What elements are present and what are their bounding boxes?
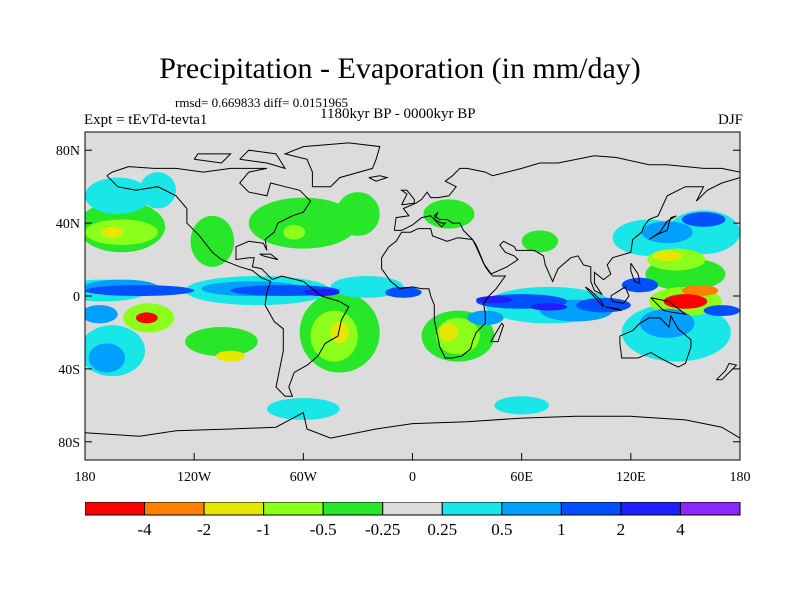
coastline-layer	[85, 142, 740, 439]
field-region	[530, 303, 568, 311]
coastline	[239, 149, 287, 170]
y-tick-label: 40N	[56, 217, 80, 232]
coastline	[648, 215, 677, 240]
field-region	[330, 275, 404, 298]
y-tick-label: 80N	[56, 144, 80, 159]
colorbar-swatch	[322, 502, 384, 516]
coastline	[283, 142, 381, 188]
colorbar-label: 2	[617, 520, 626, 539]
field-region	[652, 250, 682, 262]
colorbar-label: 1	[557, 520, 566, 539]
colorbar-label: -0.5	[310, 520, 337, 539]
coastline	[106, 166, 350, 397]
colorbar-swatch	[85, 502, 146, 516]
field-region	[283, 224, 306, 240]
x-tick-label: 60W	[290, 470, 318, 485]
x-tick-label: 0	[409, 470, 416, 485]
field-region	[336, 192, 380, 236]
x-tick-label: 120W	[177, 470, 212, 485]
colorbar-label: -1	[257, 520, 271, 539]
colorbar-swatch	[620, 502, 681, 516]
field-region	[423, 199, 475, 229]
x-tick-label: 120E	[616, 470, 646, 485]
colorbar-label: -0.25	[365, 520, 400, 539]
field-region	[88, 343, 126, 373]
field-region	[266, 398, 340, 420]
coastline	[193, 153, 232, 164]
colorbar-label: 0.5	[491, 520, 512, 539]
field-region	[135, 312, 158, 324]
field-region	[303, 288, 340, 296]
field-region	[85, 285, 195, 296]
coastline	[381, 228, 507, 359]
x-axis: 180 120W 60W 0 60E 120E 180	[75, 453, 751, 485]
colorbar-swatch	[441, 502, 503, 516]
colorbar-swatch	[679, 502, 741, 516]
field-region	[476, 296, 513, 304]
field-region	[439, 323, 458, 342]
field-region	[139, 172, 176, 209]
coastline	[490, 322, 505, 343]
field-region	[248, 197, 358, 249]
x-tick-label: 60E	[510, 470, 533, 485]
coastline	[610, 286, 630, 304]
y-tick-label: 40S	[58, 363, 80, 378]
colorbar-swatch	[560, 502, 622, 516]
field-region	[330, 321, 349, 344]
colorbar-label: -2	[197, 520, 211, 539]
colorbar-swatch	[144, 502, 205, 516]
colorbar-swatch	[382, 502, 443, 516]
field-region	[101, 226, 124, 238]
stats-text: rmsd= 0.669833 diff= 0.0151965	[175, 95, 348, 110]
field-region	[185, 326, 258, 357]
field-region	[576, 297, 631, 313]
field-region	[703, 305, 740, 317]
coastline	[85, 411, 740, 439]
coastline	[393, 155, 740, 296]
x-tick-label: 180	[75, 470, 96, 485]
field-region	[681, 212, 726, 227]
field-region	[85, 305, 118, 324]
field-region	[494, 396, 549, 415]
colorbar-label: 0.25	[427, 520, 457, 539]
coastline	[368, 175, 389, 182]
colorbar-swatch	[263, 502, 324, 516]
coastline	[715, 362, 738, 381]
y-tick-label: 80S	[58, 436, 80, 451]
field-region	[663, 294, 708, 309]
chart-title: Precipitation - Evaporation (in mm/day)	[159, 52, 641, 85]
field-region	[85, 177, 151, 214]
coastline	[630, 262, 641, 284]
coastline	[399, 189, 415, 206]
colorbar: -4 -2 -1 -0.5 -0.25 0.25 0.5 1 2 4	[85, 502, 741, 539]
field-region	[641, 221, 693, 244]
field-region	[621, 277, 659, 293]
field-region	[639, 308, 695, 338]
field-region	[521, 230, 559, 253]
field-region	[216, 350, 246, 362]
experiment-label: Expt = tEvTd-tevta1	[84, 112, 208, 128]
period-label: 1180kyr BP - 0000kyr BP	[320, 106, 476, 122]
x-tick-label: 180	[730, 470, 751, 485]
colorbar-label: 4	[676, 520, 685, 539]
field-region	[681, 285, 719, 296]
map-plot: 80N 40N 0 40S 80S 180 120W 60W 0 60E 120E 180	[56, 131, 751, 485]
colorbar-swatch	[501, 502, 562, 516]
colorbar-label: -4	[137, 520, 152, 539]
coastline	[619, 314, 692, 368]
coastline	[584, 286, 604, 308]
field-region	[385, 286, 422, 298]
colorbar-swatch	[203, 502, 265, 516]
y-axis: 80N 40N 0 40S 80S	[56, 144, 740, 451]
coastline	[605, 306, 622, 312]
field-region	[190, 215, 235, 267]
data-field-layer	[85, 172, 740, 420]
season-label: DJF	[717, 112, 743, 128]
coastline	[259, 253, 279, 261]
coastline	[650, 297, 688, 315]
y-tick-label: 0	[73, 290, 80, 305]
